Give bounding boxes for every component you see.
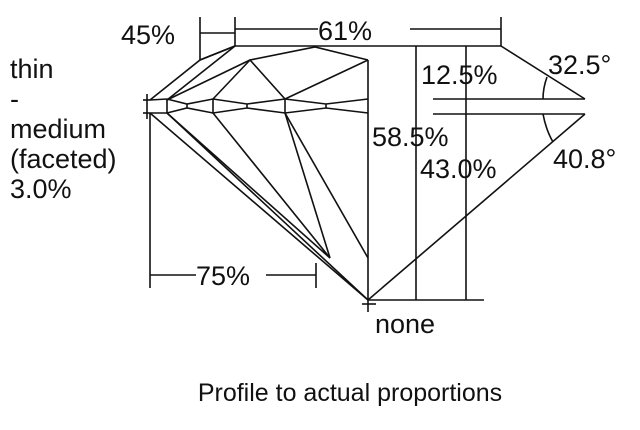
lower-half-label: 45% — [121, 20, 175, 50]
diamond-outline — [143, 45, 586, 312]
girdle-line: 3.0% — [10, 174, 72, 204]
girdle-line: (faceted) — [10, 144, 117, 174]
caption: Profile to actual proportions — [198, 379, 502, 407]
girdle-line: - — [10, 84, 19, 114]
crown-height-label: 12.5% — [421, 60, 498, 90]
crown-angle-label: 32.5° — [548, 50, 611, 80]
culet-label: none — [375, 309, 435, 339]
dimension-lines — [149, 17, 585, 301]
lower-girdle-label: 75% — [196, 261, 250, 291]
table-label: 61% — [318, 16, 372, 46]
girdle-line: medium — [10, 114, 106, 144]
total-depth-label: 58.5% — [372, 122, 449, 152]
girdle-line: thin — [10, 54, 54, 84]
pavilion-depth-label: 43.0% — [420, 154, 497, 184]
girdle-label: thin - medium (faceted) 3.0% — [10, 54, 117, 204]
pavilion-angle-label: 40.8° — [553, 144, 616, 174]
